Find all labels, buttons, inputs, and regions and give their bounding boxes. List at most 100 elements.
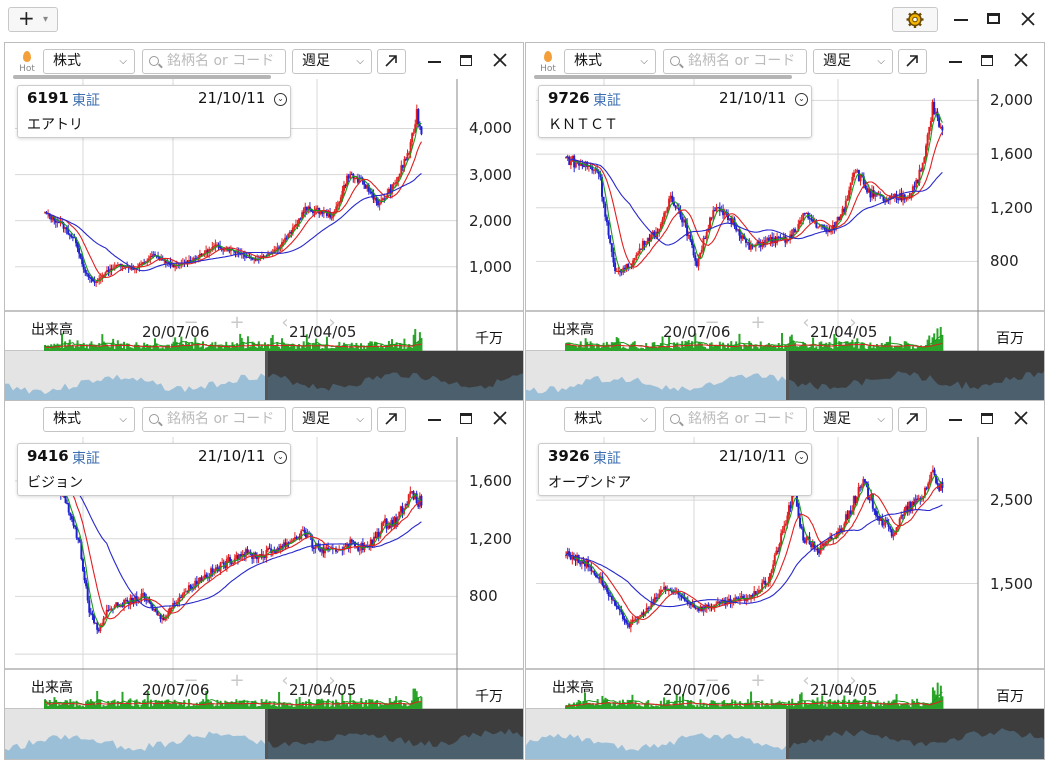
zoom-in-button[interactable]: + (229, 670, 245, 691)
y-tick-label: 1,000 (469, 257, 512, 276)
volume-bar (386, 344, 389, 351)
symbol-search-input[interactable]: 銘柄名 or コード (142, 49, 286, 74)
expand-chevron-icon[interactable]: ⌄ (795, 93, 808, 106)
price-chart[interactable] (526, 79, 1045, 351)
volume-bar (228, 345, 231, 351)
panel-maximize-button[interactable] (981, 413, 993, 424)
range-handle[interactable] (265, 709, 268, 760)
symbol-search-input[interactable]: 銘柄名 or コード (663, 407, 807, 432)
scroll-right-button[interactable]: › (849, 670, 857, 691)
market-type-select[interactable]: 株式 ⌵ (43, 407, 135, 432)
window-maximize-button[interactable] (987, 13, 1000, 24)
range-handle[interactable] (786, 351, 789, 402)
volume-bar (851, 339, 854, 351)
scroll-left-button[interactable]: ‹ (281, 312, 289, 333)
panel-minimize-button[interactable] (949, 61, 962, 63)
volume-bar (859, 344, 862, 351)
scroll-right-button[interactable]: › (328, 670, 336, 691)
volume-bar (222, 705, 225, 709)
volume-bar (645, 701, 648, 709)
market-type-select[interactable]: 株式 ⌵ (43, 49, 135, 74)
range-handle[interactable] (265, 351, 268, 402)
panel-scrollbar-thumb[interactable] (13, 75, 271, 79)
period-select[interactable]: 週足 ⌵ (292, 407, 372, 432)
panel-close-button[interactable] (491, 51, 509, 69)
scroll-right-button[interactable]: › (849, 312, 857, 333)
range-navigator[interactable] (5, 351, 524, 402)
popout-button[interactable] (377, 49, 406, 74)
volume-bar (803, 343, 806, 351)
price-chart[interactable] (5, 437, 524, 709)
zoom-in-button[interactable]: + (750, 670, 766, 691)
volume-bar (251, 700, 254, 709)
popout-button[interactable] (898, 407, 927, 432)
volume-bar (202, 341, 205, 351)
candle (859, 485, 862, 492)
period-select[interactable]: 週足 ⌵ (813, 49, 893, 74)
range-navigator[interactable] (5, 709, 524, 760)
scroll-left-button[interactable]: ‹ (802, 670, 810, 691)
period-select[interactable]: 週足 ⌵ (292, 49, 372, 74)
zoom-in-button[interactable]: + (750, 312, 766, 333)
candle (598, 573, 601, 583)
volume-bar (696, 704, 699, 709)
popout-button[interactable] (898, 49, 927, 74)
settings-button[interactable] (892, 7, 938, 32)
expand-chevron-icon[interactable]: ⌄ (274, 93, 287, 106)
panel-close-button[interactable] (1012, 409, 1030, 427)
candle (929, 117, 932, 132)
volume-bar (91, 701, 94, 709)
zoom-in-button[interactable]: + (229, 312, 245, 333)
zoom-out-button[interactable]: − (183, 312, 199, 333)
hot-ranking-button[interactable]: Hot (536, 51, 560, 77)
ma-mid-line (44, 451, 422, 620)
range-navigator[interactable] (526, 351, 1045, 402)
window-close-button[interactable] (1018, 9, 1038, 29)
range-handle[interactable] (786, 709, 789, 760)
volume-bar (594, 348, 597, 351)
panel-maximize-button[interactable] (460, 55, 472, 66)
candle (856, 168, 859, 173)
volume-bar (62, 702, 65, 709)
panel-close-button[interactable] (1012, 51, 1030, 69)
volume-bar (380, 704, 383, 709)
panel-minimize-button[interactable] (428, 61, 441, 63)
popout-button[interactable] (377, 407, 406, 432)
add-panel-button[interactable]: + ▾ (8, 7, 58, 32)
candle (366, 184, 369, 192)
candle (330, 212, 333, 221)
panel-close-button[interactable] (491, 409, 509, 427)
panel-maximize-button[interactable] (981, 55, 993, 66)
volume-bar (109, 347, 112, 351)
panel-minimize-button[interactable] (428, 419, 441, 421)
zoom-out-button[interactable]: − (183, 670, 199, 691)
symbol-search-input[interactable]: 銘柄名 or コード (142, 407, 286, 432)
symbol-search-input[interactable]: 銘柄名 or コード (663, 49, 807, 74)
scroll-left-button[interactable]: ‹ (802, 312, 810, 333)
panel-scrollbar-thumb[interactable] (534, 75, 792, 79)
candle (666, 206, 669, 214)
market-type-select[interactable]: 株式 ⌵ (564, 49, 656, 74)
candle (238, 554, 241, 561)
panel-maximize-button[interactable] (460, 413, 472, 424)
hot-ranking-button[interactable]: Hot (15, 51, 39, 77)
market-type-select[interactable]: 株式 ⌵ (564, 407, 656, 432)
window-minimize-button[interactable] (954, 19, 968, 21)
zoom-out-button[interactable]: − (704, 670, 720, 691)
panel-minimize-button[interactable] (949, 419, 962, 421)
zoom-out-button[interactable]: − (704, 312, 720, 333)
period-select[interactable]: 週足 ⌵ (813, 407, 893, 432)
expand-chevron-icon[interactable]: ⌄ (274, 451, 287, 464)
volume-bar (102, 704, 105, 709)
quote-date: 21/10/11 (198, 89, 266, 107)
volume-bar (922, 703, 925, 709)
candle (648, 233, 651, 247)
candle (620, 605, 623, 615)
price-chart[interactable] (526, 437, 1045, 709)
expand-chevron-icon[interactable]: ⌄ (795, 451, 808, 464)
scroll-left-button[interactable]: ‹ (281, 670, 289, 691)
range-navigator[interactable] (526, 709, 1045, 760)
scroll-right-button[interactable]: › (328, 312, 336, 333)
volume-bar (609, 703, 612, 709)
volume-bar (81, 344, 84, 351)
